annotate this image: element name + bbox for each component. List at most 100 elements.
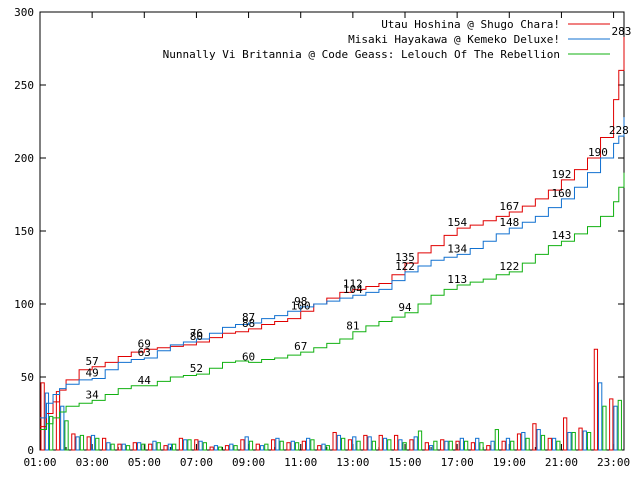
data-label: 67 <box>294 340 307 353</box>
x-tick-label: 23:00 <box>597 456 630 469</box>
bar-1 <box>409 439 414 451</box>
bar-3 <box>141 443 146 451</box>
data-label: 113 <box>447 273 467 286</box>
data-label: 135 <box>395 251 415 264</box>
bar-3 <box>356 440 361 451</box>
bar-2 <box>275 437 280 451</box>
bar-3 <box>371 440 377 451</box>
bar-2 <box>428 445 434 451</box>
bar-3 <box>571 431 576 451</box>
bar-3 <box>387 439 392 451</box>
bar-1 <box>609 398 614 451</box>
data-label: 57 <box>86 355 99 368</box>
bar-3 <box>448 440 453 451</box>
data-label: 122 <box>395 260 415 273</box>
data-label: 44 <box>138 374 152 387</box>
bar-1 <box>40 382 45 451</box>
bar-1 <box>486 445 491 451</box>
plot-frame <box>39 11 625 451</box>
bar-3 <box>202 442 207 451</box>
bar-1 <box>363 434 368 451</box>
bar-3 <box>279 440 284 451</box>
bar-1 <box>178 437 184 451</box>
bar-1 <box>194 439 199 451</box>
x-tick-label: 03:00 <box>76 456 109 469</box>
y-tick-label: 150 <box>14 225 34 238</box>
bar-3 <box>417 430 423 451</box>
bar-2 <box>44 392 50 451</box>
data-label: 87 <box>242 311 255 324</box>
bar-2 <box>321 443 326 451</box>
bar-1 <box>470 442 476 451</box>
bar-1 <box>455 440 460 451</box>
data-label: 154 <box>447 216 467 229</box>
bar-2 <box>259 445 265 451</box>
bar-3 <box>233 445 238 451</box>
bar-1 <box>209 446 214 451</box>
bar-2 <box>475 437 480 451</box>
x-tick-label: 05:00 <box>128 456 161 469</box>
y-tick-label: 200 <box>14 152 34 165</box>
bar-1 <box>393 434 399 451</box>
bar-3 <box>248 440 254 451</box>
bar-1 <box>132 442 137 451</box>
bar-2 <box>198 440 203 451</box>
data-label: 192 <box>551 168 571 181</box>
bar-3 <box>325 445 330 451</box>
bar-2 <box>582 430 587 451</box>
data-labels: 57 69 80 88 100 112 135 154 167 192 283 49 63 76 87 98 1… <box>86 25 632 402</box>
bar-1 <box>301 440 307 451</box>
bar-3 <box>341 437 346 451</box>
bar-3 <box>494 429 499 451</box>
x-tick-label: 17:00 <box>441 456 474 469</box>
bar-3 <box>79 434 85 451</box>
bar-2 <box>613 405 618 451</box>
bar-3 <box>479 442 484 451</box>
bar-3 <box>125 445 131 451</box>
bar-1 <box>101 437 107 451</box>
data-label: 228 <box>609 124 629 137</box>
series-line-3 <box>40 172 625 431</box>
bar-1 <box>271 439 276 451</box>
data-label: 100 <box>291 299 311 312</box>
bar-1 <box>71 433 76 451</box>
data-label: 60 <box>242 350 255 363</box>
bar-2 <box>536 429 541 451</box>
bar-2 <box>183 439 188 451</box>
bar-2 <box>336 434 342 451</box>
bar-2 <box>521 431 526 451</box>
bar-3 <box>586 431 592 451</box>
x-tick-label: 19:00 <box>493 456 526 469</box>
bar-2 <box>167 443 172 451</box>
bar-3 <box>171 443 177 451</box>
bar-1 <box>148 443 153 451</box>
y-tick-label: 100 <box>14 298 34 311</box>
bar-2 <box>75 436 80 451</box>
bar-3 <box>310 439 315 451</box>
bar-2 <box>290 440 295 451</box>
bar-3 <box>187 439 192 451</box>
x-tick-label: 09:00 <box>232 456 265 469</box>
bar-1 <box>86 436 91 451</box>
bar-1 <box>378 434 383 451</box>
data-label: 94 <box>398 301 412 314</box>
bar-1 <box>347 439 353 451</box>
bar-3 <box>510 440 515 451</box>
bar-2 <box>490 440 495 451</box>
data-label: 98 <box>294 295 307 308</box>
bar-2 <box>90 434 96 451</box>
bar-2 <box>106 442 111 451</box>
data-label: 134 <box>447 242 467 255</box>
bar-1 <box>163 445 168 451</box>
x-tick-label: 11:00 <box>284 456 317 469</box>
bar-3 <box>294 442 300 451</box>
data-label: 160 <box>551 187 571 200</box>
data-label: 190 <box>588 146 608 159</box>
bar-3 <box>95 437 100 451</box>
legend-label-1: Utau Hoshina @ Shugo Chara! <box>381 18 560 31</box>
bar-2 <box>551 437 557 451</box>
bar-1 <box>424 442 429 451</box>
bar-1 <box>578 427 583 451</box>
bar-1 <box>547 437 552 451</box>
data-label: 104 <box>343 283 363 296</box>
